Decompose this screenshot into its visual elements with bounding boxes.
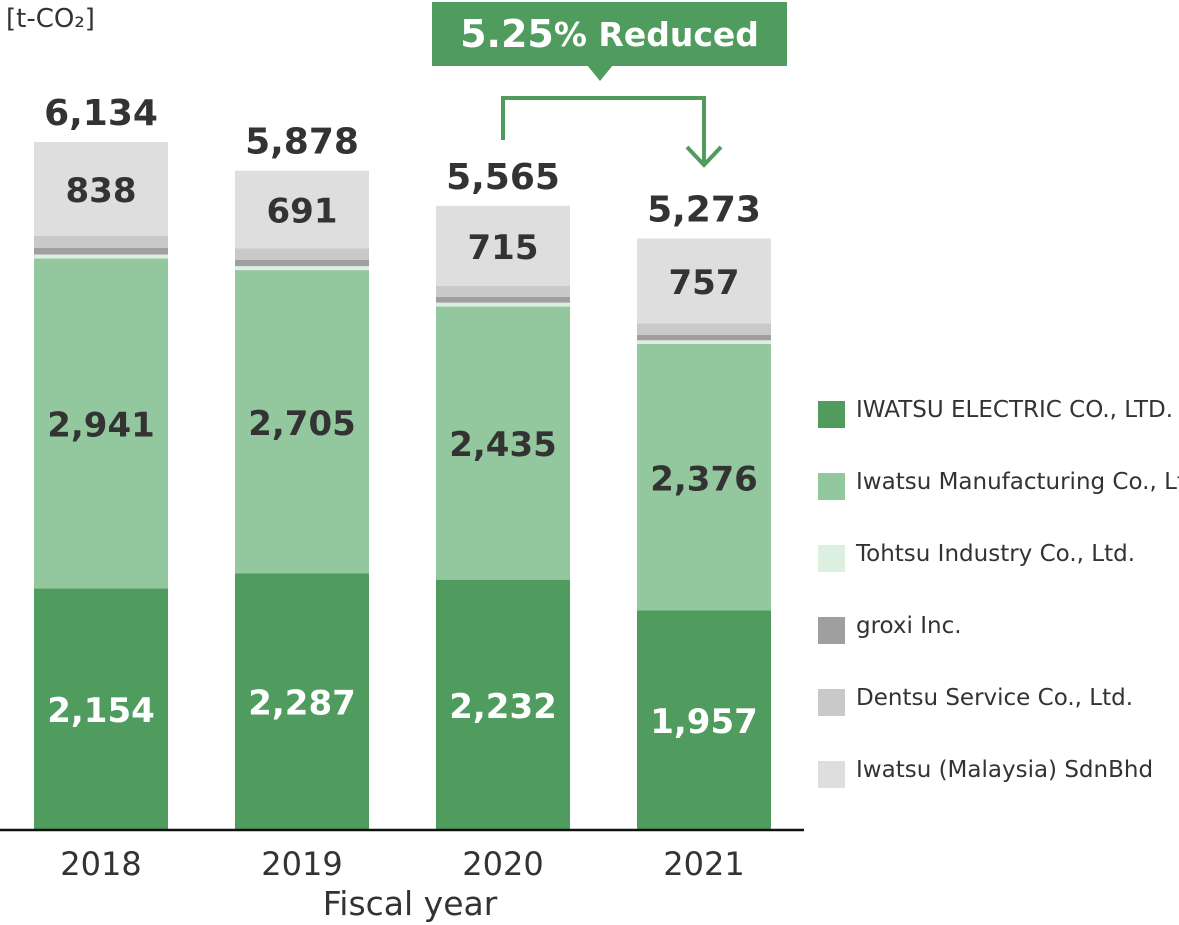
data-label: 2,287 (248, 684, 356, 724)
bar-segment (637, 344, 771, 611)
bar-segment (637, 238, 771, 324)
x-tick-label: 2019 (261, 845, 342, 883)
legend-swatch (818, 401, 845, 428)
bar-segment (436, 296, 570, 303)
legend-swatch (818, 689, 845, 716)
bar-segment (34, 142, 168, 236)
bar-segment (235, 573, 369, 830)
data-label: 2,435 (449, 425, 557, 465)
unit-label: [t-CO₂] (6, 4, 95, 34)
data-label: 2,376 (650, 459, 758, 499)
bar-segment (436, 306, 570, 580)
data-label: 2,705 (248, 404, 356, 444)
bar-segment (34, 254, 168, 259)
x-axis-title: Fiscal year (323, 884, 498, 923)
bar-segment (436, 205, 570, 287)
bar-segment (235, 266, 369, 271)
total-label: 5,878 (245, 122, 359, 163)
data-label: 715 (468, 228, 539, 268)
legend-label: Iwatsu (Malaysia) SdnBhd (856, 757, 1154, 783)
data-label: 757 (669, 263, 740, 303)
bar-segment (436, 579, 570, 830)
bar-segment (235, 248, 369, 260)
data-label: 2,232 (449, 687, 557, 727)
legend-label: IWATSU ELECTRIC CO., LTD. (856, 397, 1174, 423)
bar-segment (34, 258, 168, 589)
data-label: 1,957 (650, 702, 758, 742)
bar-segment (34, 588, 168, 830)
reduction-value: 5.25 (460, 12, 554, 56)
bar-segment (235, 270, 369, 574)
data-label: 838 (66, 171, 137, 211)
reduction-suffix: % Reduced (553, 14, 759, 54)
data-label: 2,941 (47, 405, 155, 445)
legend-label: Dentsu Service Co., Ltd. (856, 685, 1134, 711)
legend-swatch (818, 473, 845, 500)
x-tick-label: 2021 (663, 845, 744, 883)
legend-label: Iwatsu Manufacturing Co., Ltd. (856, 469, 1179, 495)
data-label: 691 (267, 191, 338, 231)
total-label: 6,134 (44, 93, 158, 134)
bar-segment (34, 247, 168, 255)
legend-swatch (818, 761, 845, 788)
legend-label: groxi Inc. (856, 613, 962, 639)
total-label: 5,273 (647, 190, 761, 231)
legend-swatch (818, 617, 845, 644)
bar-segment (235, 170, 369, 249)
bar-segment (637, 323, 771, 335)
reduction-callout: 5.25% Reduced (432, 2, 787, 66)
x-tick-label: 2020 (462, 845, 543, 883)
bar-segment (34, 235, 168, 248)
reduction-arrowhead (685, 145, 723, 168)
data-label: 2,154 (47, 691, 155, 731)
bar-segment (637, 610, 771, 830)
bar-segment (637, 334, 771, 341)
bar-segment (436, 286, 570, 297)
legend-label: Tohtsu Industry Co., Ltd. (856, 541, 1135, 567)
bar-segment (436, 302, 570, 307)
legend-swatch (818, 545, 845, 572)
bar-segment (637, 340, 771, 345)
callout-pointer (587, 65, 613, 81)
bar-segment (235, 259, 369, 267)
reduction-arrow (501, 96, 706, 162)
total-label: 5,565 (446, 157, 560, 198)
x-tick-label: 2018 (60, 845, 141, 883)
